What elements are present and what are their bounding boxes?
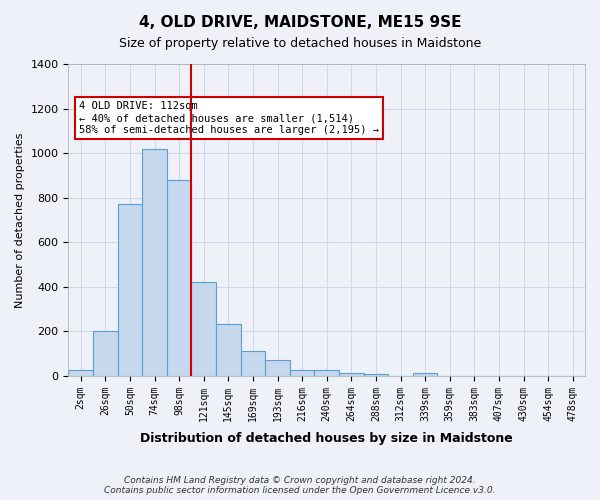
- X-axis label: Distribution of detached houses by size in Maidstone: Distribution of detached houses by size …: [140, 432, 513, 445]
- Bar: [191, 282, 216, 376]
- Text: 4, OLD DRIVE, MAIDSTONE, ME15 9SE: 4, OLD DRIVE, MAIDSTONE, ME15 9SE: [139, 15, 461, 30]
- Y-axis label: Number of detached properties: Number of detached properties: [15, 132, 25, 308]
- Bar: [241, 352, 265, 376]
- Bar: [167, 180, 191, 376]
- Bar: [265, 360, 290, 376]
- Bar: [118, 204, 142, 376]
- Text: 4 OLD DRIVE: 112sqm
← 40% of detached houses are smaller (1,514)
58% of semi-det: 4 OLD DRIVE: 112sqm ← 40% of detached ho…: [79, 102, 379, 134]
- Bar: [216, 324, 241, 376]
- Bar: [364, 374, 388, 376]
- Text: Contains HM Land Registry data © Crown copyright and database right 2024.
Contai: Contains HM Land Registry data © Crown c…: [104, 476, 496, 495]
- Bar: [142, 148, 167, 376]
- Bar: [93, 332, 118, 376]
- Bar: [413, 372, 437, 376]
- Bar: [314, 370, 339, 376]
- Text: Size of property relative to detached houses in Maidstone: Size of property relative to detached ho…: [119, 38, 481, 51]
- Bar: [68, 370, 93, 376]
- Bar: [290, 370, 314, 376]
- Bar: [339, 372, 364, 376]
